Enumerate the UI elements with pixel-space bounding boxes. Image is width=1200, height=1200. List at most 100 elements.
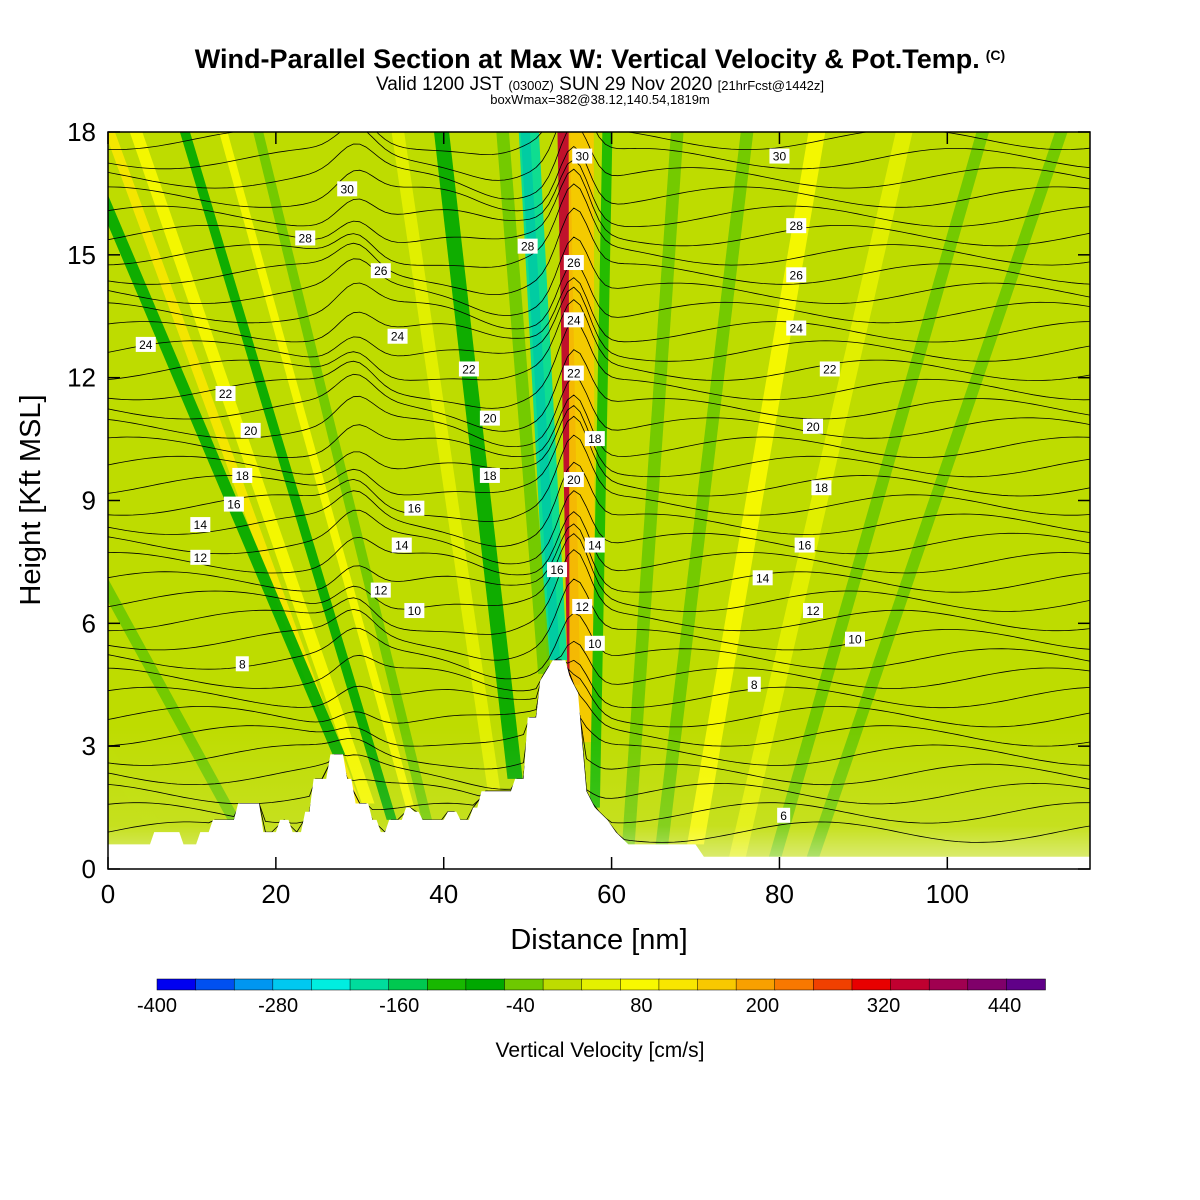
colorbar: -400 -280 -160 -40 80 200 320 440 [137, 978, 1046, 1017]
contour-label-text: 16 [798, 539, 812, 553]
contour-label-box [458, 361, 479, 377]
theta-contour [108, 132, 1090, 200]
contour-label: 20 [563, 472, 584, 488]
contour-label-text: 28 [790, 219, 804, 233]
colorbar-tick-label: 80 [630, 995, 652, 1017]
valid-time-line: Valid 1200 JST (0300Z) SUN 29 Nov 2020 [… [0, 74, 1200, 96]
colorbar-tick-label: -280 [258, 995, 298, 1017]
contour-label: 30 [337, 181, 358, 197]
velocity-band [108, 132, 361, 804]
chart-title: Wind-Parallel Section at Max W: Vertical… [0, 44, 1200, 75]
copyright-mark: (C) [985, 47, 1006, 63]
contour-label-text: 26 [567, 256, 581, 270]
colorbar-swatch [156, 978, 197, 991]
colorbar-swatch [504, 978, 544, 991]
contour-label: 24 [786, 320, 807, 336]
colorbar-swatch [581, 978, 622, 991]
contour-label-box [803, 418, 824, 434]
velocity-band [179, 132, 397, 820]
theta-contour [108, 659, 1090, 728]
forecast-info: [21hrFcst@1442z] [717, 78, 825, 93]
contour-label: 24 [387, 328, 408, 344]
contour-label-box [235, 656, 249, 672]
colorbar-swatch [967, 978, 1008, 991]
velocity-band [129, 132, 375, 804]
contour-label: 12 [803, 603, 824, 619]
contour-label-box [479, 467, 500, 483]
contour-label-text: 16 [550, 563, 564, 577]
theta-contour [108, 299, 1090, 381]
theta-contour [108, 549, 1090, 635]
theta-contour [108, 578, 1090, 661]
contour-label-box [215, 386, 236, 402]
theta-contour [108, 533, 1090, 612]
contour-label-box [563, 312, 584, 328]
colorbar-swatch [465, 978, 506, 991]
contour-label-text: 20 [567, 473, 581, 487]
contour-label-box [370, 263, 391, 279]
contour-label: 22 [458, 361, 479, 377]
contour-label-text: 24 [139, 338, 153, 352]
contour-label: 28 [295, 230, 316, 246]
theta-contour [108, 659, 1090, 709]
velocity-band [496, 132, 551, 674]
contour-label-box [240, 422, 261, 438]
contour-label-text: 30 [576, 150, 590, 164]
contour-label: 10 [584, 635, 605, 651]
velocity-band [655, 132, 754, 845]
contour-label-text: 8 [239, 657, 246, 671]
contour-label: 16 [404, 500, 425, 516]
contour-label-text: 12 [374, 584, 388, 598]
contour-label: 12 [190, 549, 211, 565]
contour-label-text: 16 [408, 502, 422, 516]
contour-label-text: 10 [588, 637, 602, 651]
chart-title-text: Wind-Parallel Section at Max W: Vertical… [194, 44, 980, 74]
valid-utc: (0300Z) [508, 78, 554, 93]
y-tick-label: 9 [82, 486, 96, 516]
contour-label-box [190, 517, 211, 533]
colorbar-swatch [851, 978, 892, 991]
contour-label-text: 10 [848, 633, 862, 647]
contour-label-text: 20 [806, 420, 820, 434]
valid-date: SUN 29 Nov 2020 [559, 74, 713, 95]
theta-contour [108, 434, 1090, 522]
x-tick-label: 40 [429, 879, 458, 909]
contour-label-text: 12 [576, 600, 590, 614]
colorbar-swatch [349, 978, 390, 991]
contour-label-box [584, 635, 605, 651]
contour-label-box [387, 328, 408, 344]
contour-label: 30 [769, 148, 790, 164]
contour-label-box [563, 255, 584, 271]
contour-label: 28 [786, 218, 807, 234]
contour-label-text: 24 [391, 330, 405, 344]
contour-label-text: 6 [780, 809, 787, 823]
contour-label-box [584, 537, 605, 553]
x-tick-label: 100 [926, 879, 969, 909]
theta-contour [108, 132, 1090, 181]
contour-label-box [391, 537, 412, 553]
contour-label-box [370, 582, 391, 598]
contour-label-text: 8 [751, 678, 758, 692]
colorbar-swatch [928, 978, 969, 991]
colorbar-swatch [233, 978, 274, 991]
contour-label: 20 [240, 422, 261, 438]
contour-label-box [517, 238, 538, 254]
contour-label-text: 30 [773, 150, 787, 164]
contour-label-text: 18 [815, 481, 829, 495]
contour-label: 18 [584, 431, 605, 447]
contour-label: 10 [844, 631, 865, 647]
colorbar-tick-label: 440 [988, 995, 1021, 1017]
contour-label-text: 24 [567, 313, 581, 327]
contour-label-text: 28 [521, 240, 535, 254]
contour-label: 16 [223, 496, 244, 512]
colorbar-swatch [774, 978, 815, 991]
colorbar-swatch [890, 978, 930, 991]
x-tick-label: 60 [597, 879, 626, 909]
contour-label-text: 10 [408, 604, 422, 618]
contour-label-box [295, 230, 316, 246]
contour-label-box [811, 480, 832, 496]
colorbar-swatch [542, 978, 583, 991]
theta-contour [108, 207, 1090, 295]
contour-label-box [819, 361, 840, 377]
contour-label-box [747, 676, 761, 692]
